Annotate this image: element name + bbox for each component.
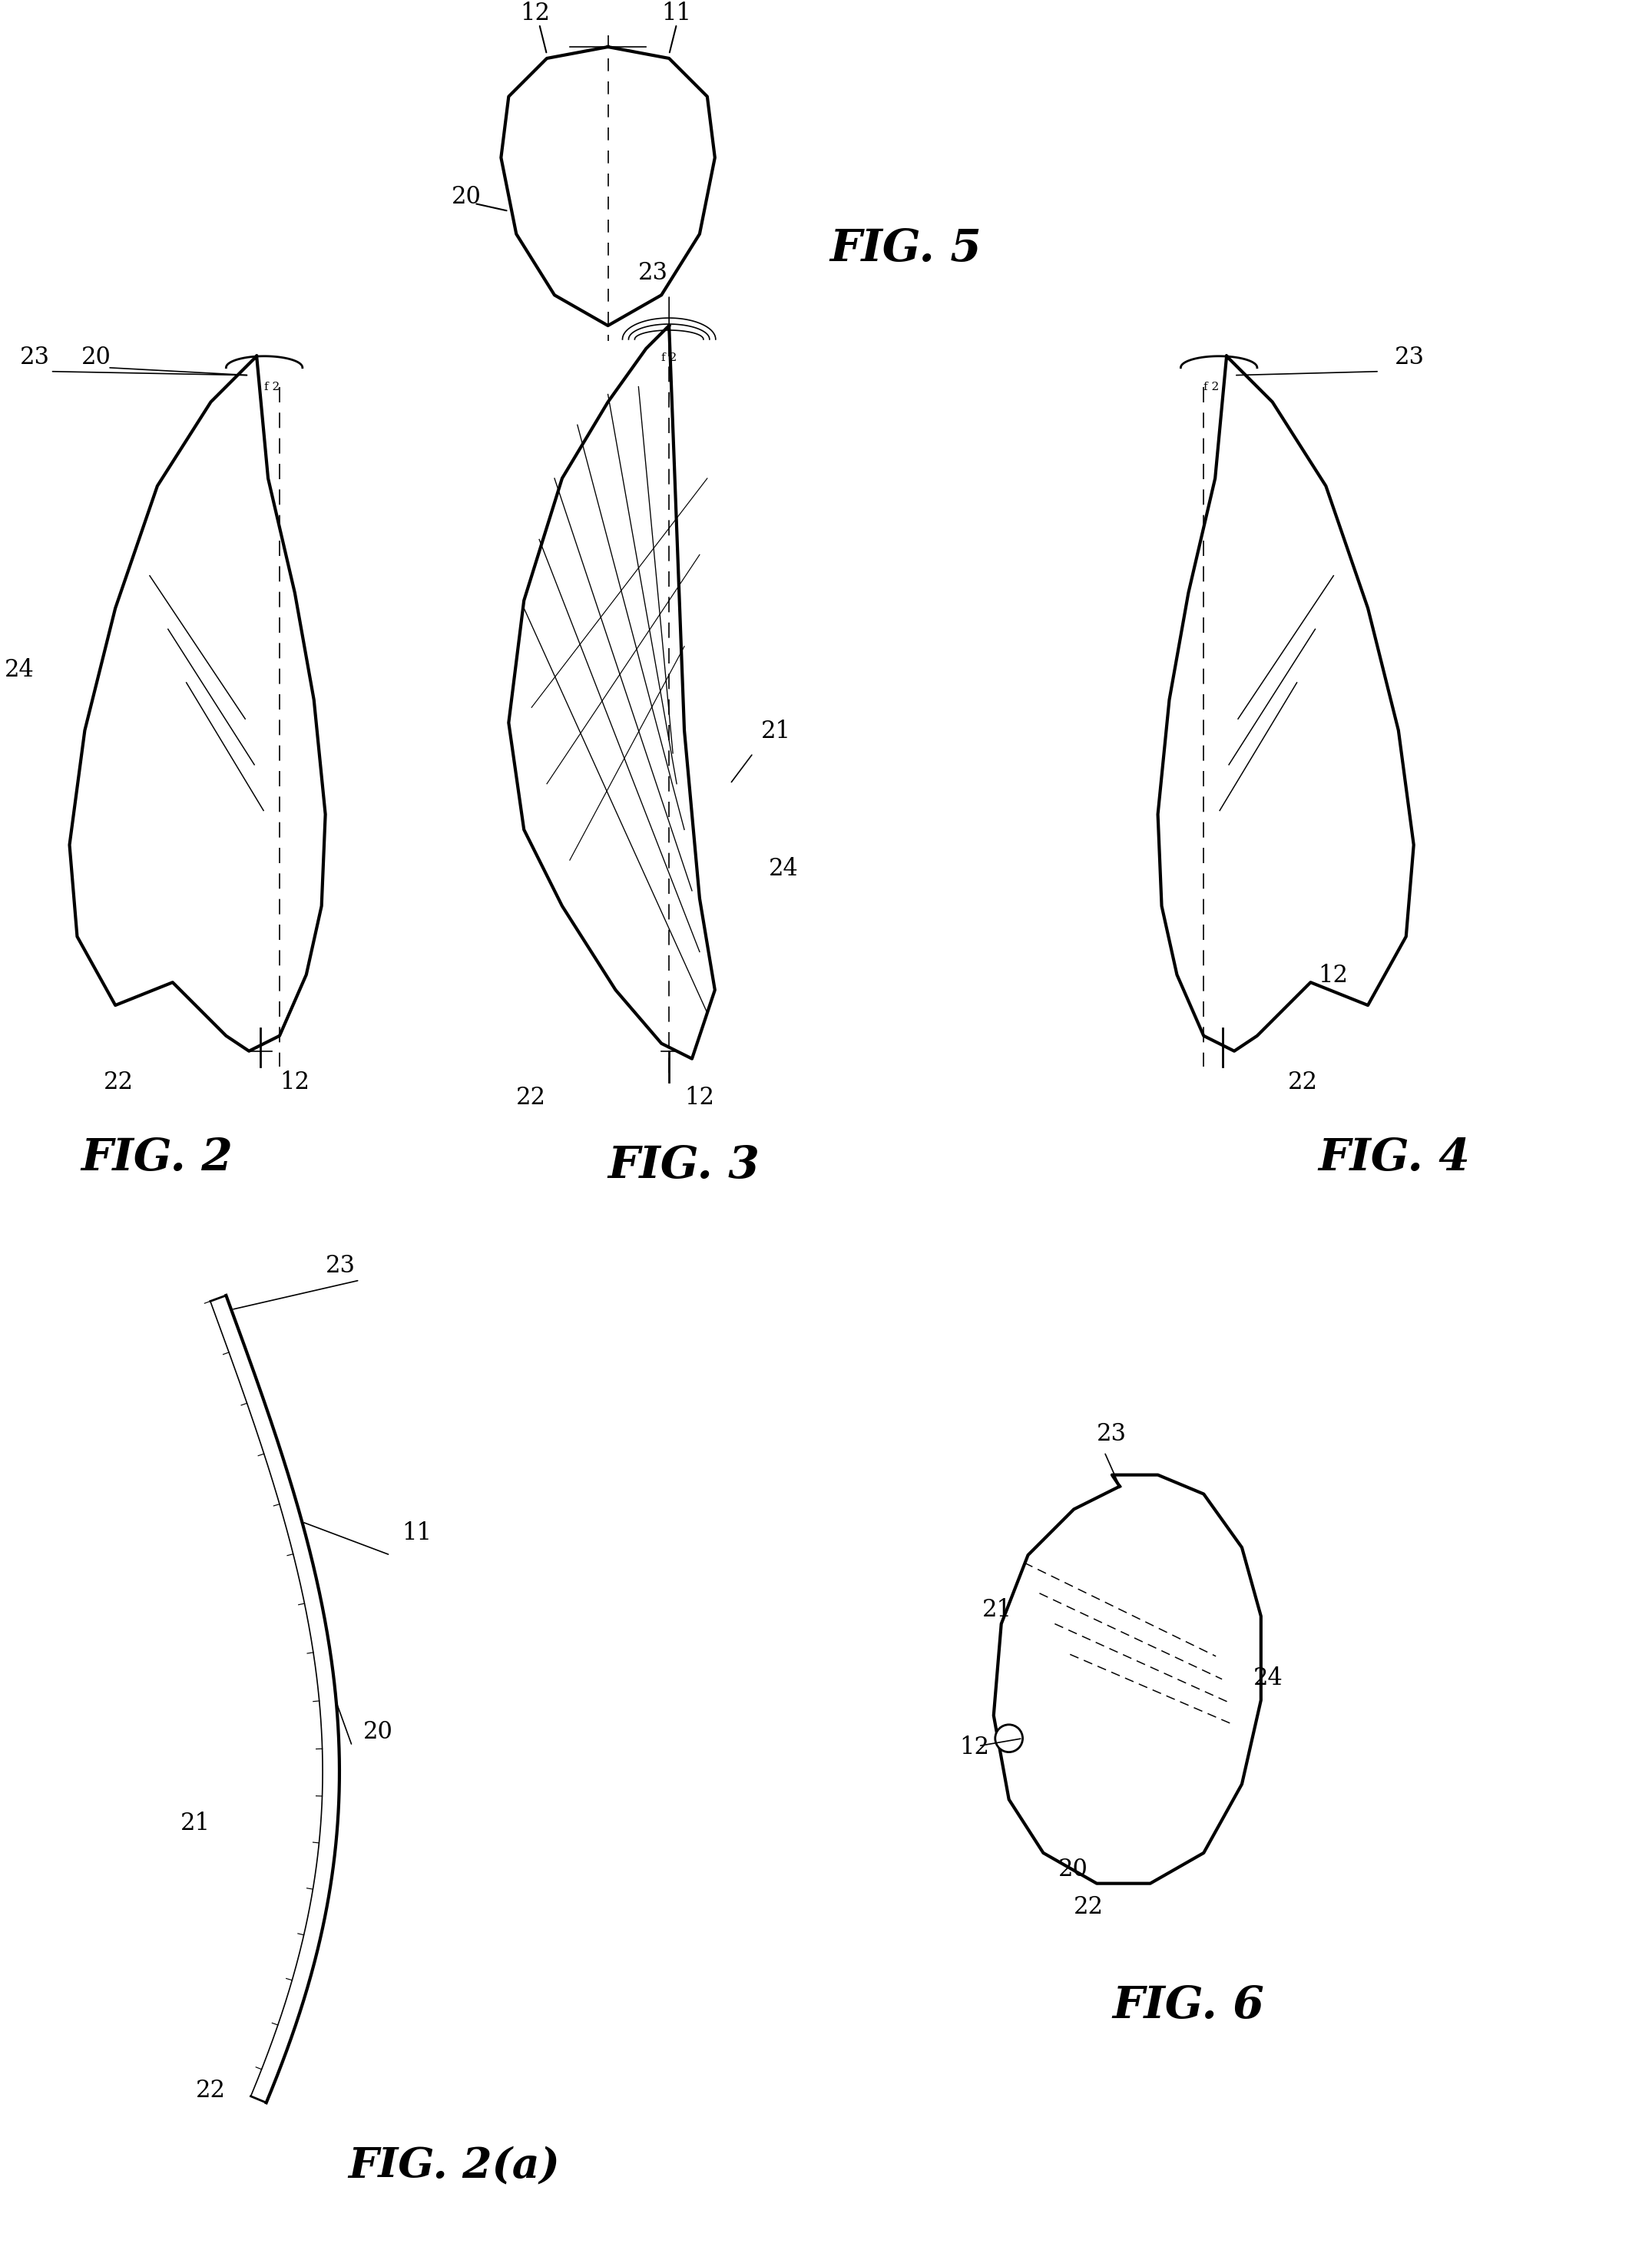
Text: 21: 21 (180, 1811, 210, 1836)
Text: 20: 20 (1059, 1858, 1089, 1881)
Text: 22: 22 (104, 1071, 134, 1096)
Text: 23: 23 (20, 344, 50, 369)
Text: 22: 22 (195, 2079, 225, 2104)
Text: 12: 12 (684, 1087, 714, 1109)
Text: 20: 20 (451, 184, 481, 209)
Circle shape (995, 1724, 1023, 1753)
Text: 23: 23 (325, 1253, 355, 1278)
Text: f 2: f 2 (264, 380, 279, 391)
Text: FIG. 3: FIG. 3 (608, 1143, 760, 1188)
Text: 21: 21 (983, 1597, 1013, 1622)
Text: 24: 24 (768, 857, 798, 880)
Text: 20: 20 (363, 1719, 393, 1744)
Text: f 2: f 2 (661, 353, 677, 362)
Text: 24: 24 (5, 659, 35, 682)
Text: f 2: f 2 (1204, 380, 1219, 391)
Text: FIG. 6: FIG. 6 (1112, 1985, 1264, 2027)
Text: 12: 12 (520, 2, 550, 25)
Text: 23: 23 (639, 261, 669, 286)
Text: 20: 20 (81, 344, 111, 369)
Text: 11: 11 (401, 1521, 431, 1546)
Text: FIG. 2(a): FIG. 2(a) (349, 2146, 560, 2187)
Text: 23: 23 (1097, 1422, 1127, 1447)
Text: 21: 21 (760, 720, 791, 743)
Text: FIG. 2: FIG. 2 (81, 1136, 233, 1179)
Text: 12: 12 (960, 1735, 990, 1760)
Text: 24: 24 (1254, 1667, 1284, 1690)
Text: FIG. 5: FIG. 5 (829, 227, 981, 270)
Text: 22: 22 (1074, 1894, 1104, 1919)
Text: 11: 11 (661, 2, 692, 25)
Text: 22: 22 (1287, 1071, 1318, 1096)
Text: 23: 23 (1394, 344, 1424, 369)
Text: 12: 12 (279, 1071, 309, 1096)
Text: 12: 12 (1318, 963, 1348, 988)
Text: FIG. 4: FIG. 4 (1318, 1136, 1470, 1179)
Text: 22: 22 (517, 1087, 547, 1109)
